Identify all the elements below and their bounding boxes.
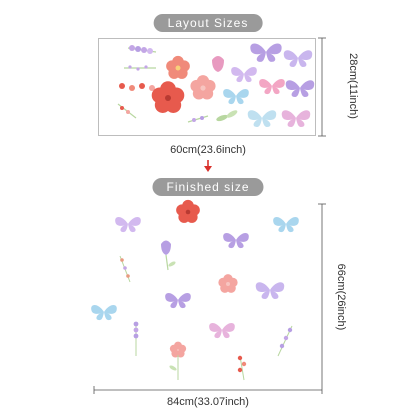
sprig-icon (117, 103, 137, 119)
butterfly-icon (115, 217, 141, 233)
tulip-row-icon (119, 83, 155, 91)
layout-height-dimension (318, 37, 326, 137)
finished-width-label: 84cm(33.07inch) (167, 396, 249, 408)
tulip-icon (161, 240, 176, 271)
butterfly-icon (231, 67, 257, 83)
butterfly-icon (283, 50, 313, 67)
leaf-sprig-icon (187, 115, 209, 123)
finished-wall-artwork (91, 199, 299, 381)
butterfly-icon (285, 80, 315, 97)
layout-height-label: 28cm(11inch) (347, 53, 359, 119)
sprig-icon (124, 65, 156, 71)
butterfly-icon (250, 43, 282, 62)
sprig-icon (119, 255, 131, 283)
lavender-sprig-icon (127, 45, 157, 54)
tulip-icon (212, 56, 224, 72)
down-arrow-icon (204, 160, 212, 172)
lavender-sprig-icon (277, 325, 293, 357)
layout-sheet-artwork (117, 43, 315, 127)
butterfly-icon (247, 110, 277, 127)
red-flower-icon (151, 81, 185, 113)
finished-size-label: Finished size (152, 178, 264, 196)
layout-sizes-label: Layout Sizes (153, 14, 263, 32)
leaf-sprig-icon (216, 110, 238, 122)
butterfly-icon (223, 89, 249, 105)
pink-flower-icon (166, 55, 190, 79)
lavender-sprig-icon (133, 321, 139, 356)
finished-width-dimension (93, 386, 323, 394)
red-flower-icon (176, 199, 200, 223)
butterfly-icon (273, 217, 299, 233)
butterfly-icon (259, 79, 285, 95)
tulip-row-icon (237, 355, 247, 381)
butterfly-icon (255, 282, 285, 299)
finished-height-dimension (318, 203, 326, 386)
butterfly-icon (281, 110, 311, 127)
layout-width-label: 60cm(23.6inch) (170, 144, 246, 156)
butterfly-icon (91, 305, 117, 321)
finished-height-label: 66cm(26inch) (335, 263, 347, 331)
butterfly-icon (209, 323, 235, 339)
daisy-icon (218, 274, 238, 293)
daisy-icon (190, 75, 216, 100)
butterfly-icon (223, 233, 249, 249)
butterfly-icon (165, 293, 191, 309)
pink-flower-icon (169, 341, 187, 380)
